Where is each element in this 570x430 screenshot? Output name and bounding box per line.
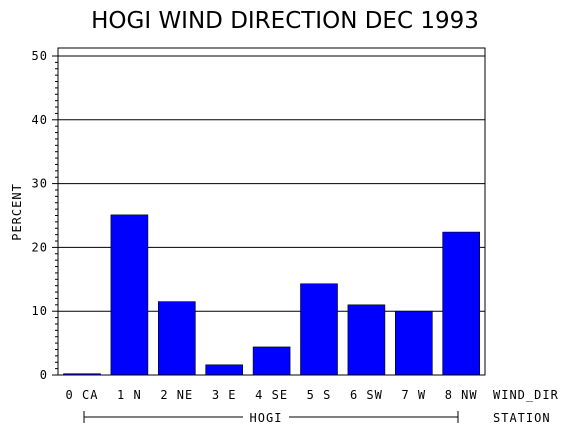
x-tick-label: 3 E	[212, 388, 237, 402]
bars	[63, 214, 481, 376]
bar	[347, 304, 386, 376]
bar	[158, 301, 196, 376]
station-group-bracket: HOGI	[83, 411, 459, 425]
bar	[300, 283, 338, 376]
y-tick-label: 50	[32, 49, 48, 63]
plot-frame	[57, 47, 486, 376]
bar	[205, 364, 243, 376]
y-axis-ticks: 0 10 20 30 40 50	[32, 49, 58, 382]
y-tick-label: 0	[40, 368, 48, 382]
bar	[252, 346, 291, 376]
x-axis-label: WIND_DIR	[493, 388, 559, 402]
x-tick-label: 1 N	[117, 388, 142, 402]
y-tick-label: 30	[32, 177, 48, 191]
bar	[394, 310, 433, 376]
x-tick-label: 5 S	[307, 388, 332, 402]
y-tick-label: 10	[32, 304, 48, 318]
y-tick-label: 40	[32, 113, 48, 127]
y-axis-label: PERCENT	[10, 183, 24, 241]
station-axis-label: STATION	[493, 411, 551, 425]
chart-title: HOGI WIND DIRECTION DEC 1993	[91, 8, 479, 34]
x-tick-label: 0 CA	[66, 388, 99, 402]
x-tick-label: 7 W	[401, 388, 426, 402]
station-group-label: HOGI	[250, 411, 283, 425]
x-tick-labels: 0 CA 1 N 2 NE 3 E 4 SE 5 S 6 SW 7 W 8 NW	[66, 388, 478, 402]
x-tick-label: 6 SW	[350, 388, 383, 402]
bar	[442, 231, 481, 376]
x-tick-label: 8 NW	[445, 388, 478, 402]
x-tick-label: 2 NE	[160, 388, 193, 402]
x-tick-label: 4 SE	[255, 388, 288, 402]
bar	[110, 214, 149, 376]
y-tick-label: 20	[32, 240, 48, 254]
